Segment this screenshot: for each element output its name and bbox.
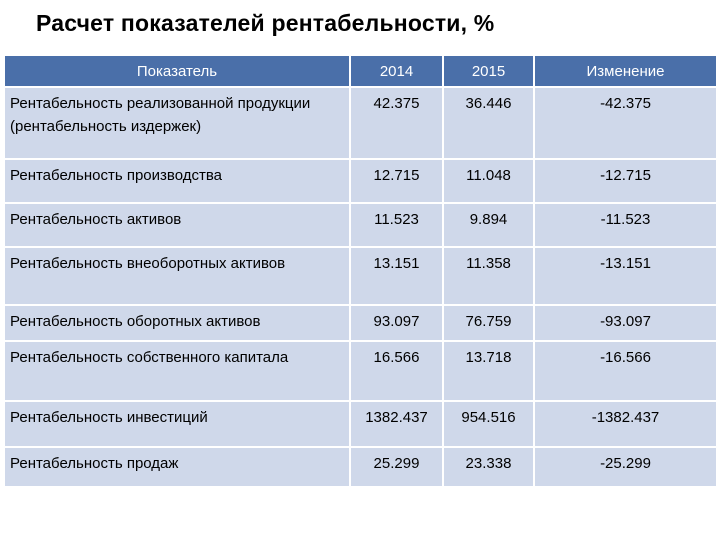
value-2015: 23.338 [442, 446, 535, 488]
value-change: -11.523 [533, 202, 718, 248]
header-indicator: Показатель [3, 54, 351, 88]
value-2014: 16.566 [349, 340, 444, 402]
value-2014: 1382.437 [349, 400, 444, 448]
header-change: Изменение [533, 54, 718, 88]
value-2014: 25.299 [349, 446, 444, 488]
value-2014: 13.151 [349, 246, 444, 306]
table-row: Рентабельность производства 12.715 11.04… [3, 158, 718, 204]
value-2015: 11.358 [442, 246, 535, 306]
value-2014: 11.523 [349, 202, 444, 248]
table-row: Рентабельность оборотных активов 93.097 … [3, 304, 718, 342]
profitability-table: Показатель 2014 2015 Изменение Рентабель… [3, 54, 718, 488]
value-change: -93.097 [533, 304, 718, 342]
value-2015: 36.446 [442, 86, 535, 160]
table-row: Рентабельность продаж 25.299 23.338 -25.… [3, 446, 718, 488]
row-name: Рентабельность реализованной продукции (… [3, 86, 351, 160]
value-2015: 76.759 [442, 304, 535, 342]
value-2015: 954.516 [442, 400, 535, 448]
value-change: -1382.437 [533, 400, 718, 448]
value-change: -13.151 [533, 246, 718, 306]
row-name: Рентабельность активов [3, 202, 351, 248]
row-name: Рентабельность внеоборотных активов [3, 246, 351, 306]
row-name: Рентабельность продаж [3, 446, 351, 488]
row-name: Рентабельность оборотных активов [3, 304, 351, 342]
header-2014: 2014 [349, 54, 444, 88]
value-change: -25.299 [533, 446, 718, 488]
header-2015: 2015 [442, 54, 535, 88]
value-2015: 13.718 [442, 340, 535, 402]
table-row: Рентабельность реализованной продукции (… [3, 86, 718, 160]
row-name: Рентабельность собственного капитала [3, 340, 351, 402]
table-row: Рентабельность внеоборотных активов 13.1… [3, 246, 718, 306]
table-row: Рентабельность инвестиций 1382.437 954.5… [3, 400, 718, 448]
table-header-row: Показатель 2014 2015 Изменение [3, 54, 718, 88]
value-2014: 42.375 [349, 86, 444, 160]
value-2014: 93.097 [349, 304, 444, 342]
table-row: Рентабельность активов 11.523 9.894 -11.… [3, 202, 718, 248]
value-change: -42.375 [533, 86, 718, 160]
value-2014: 12.715 [349, 158, 444, 204]
value-2015: 11.048 [442, 158, 535, 204]
value-2015: 9.894 [442, 202, 535, 248]
value-change: -16.566 [533, 340, 718, 402]
row-name: Рентабельность производства [3, 158, 351, 204]
value-change: -12.715 [533, 158, 718, 204]
row-name: Рентабельность инвестиций [3, 400, 351, 448]
table-row: Рентабельность собственного капитала 16.… [3, 340, 718, 402]
page-title: Расчет показателей рентабельности, % [36, 10, 495, 36]
